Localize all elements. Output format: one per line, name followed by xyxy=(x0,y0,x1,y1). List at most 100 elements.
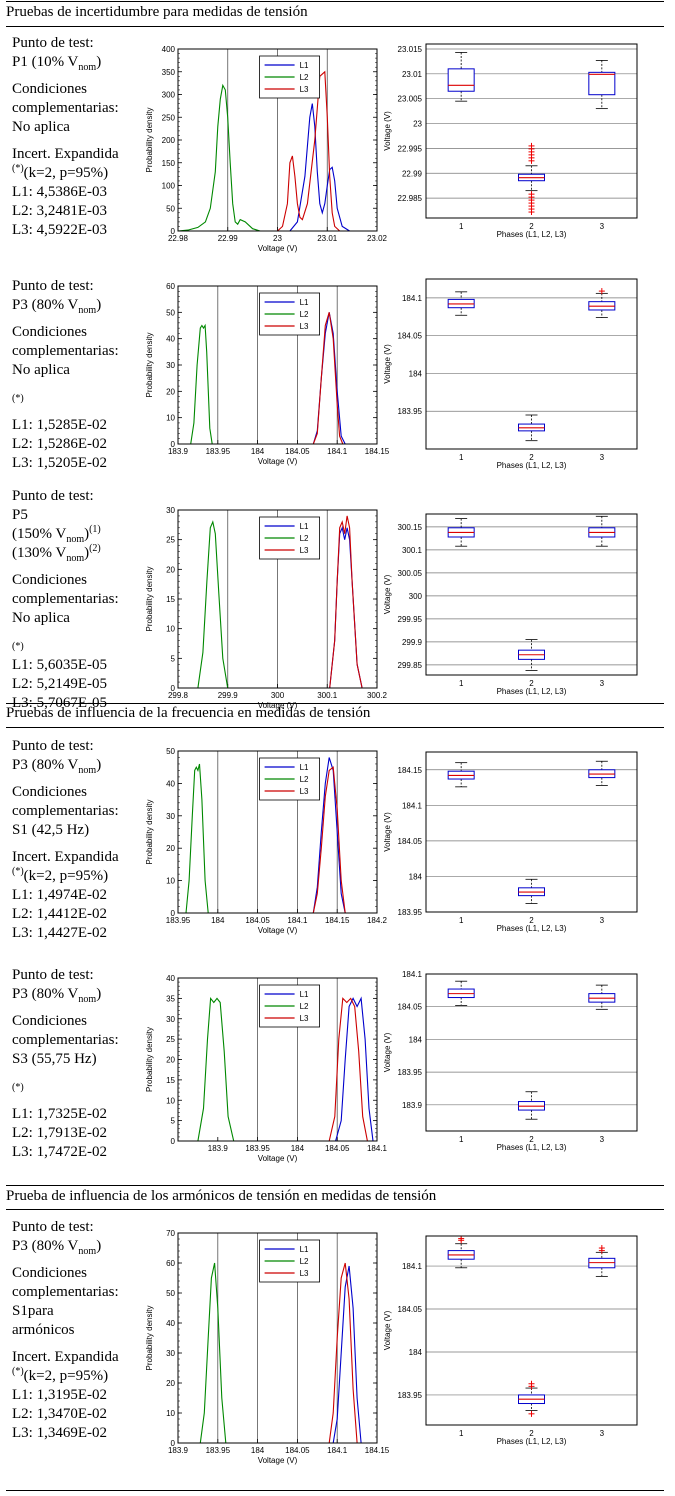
x-tick-label: 3 xyxy=(600,916,605,925)
series-line-L2 xyxy=(185,763,209,914)
x-axis-label: Voltage (V) xyxy=(258,1456,298,1465)
y-tick-label: 184.05 xyxy=(398,1305,423,1314)
series-line-L2 xyxy=(177,83,261,232)
x-tick-label: 1 xyxy=(459,222,464,231)
y-tick-label: 183.95 xyxy=(398,1068,423,1077)
plot-frame xyxy=(177,750,378,914)
legend-label: L2 xyxy=(300,775,309,784)
y-axis-label: Probability density xyxy=(145,333,154,398)
x-axis-label: Phases (L1, L2, L3) xyxy=(497,687,567,696)
info-line: Punto de test: xyxy=(12,278,94,294)
plot-frame xyxy=(177,48,378,232)
plot-frame xyxy=(177,1232,378,1444)
info-line: L1: 5,6035E-05 xyxy=(12,657,107,673)
info-line: P3 (80% Vnom) xyxy=(12,757,102,776)
legend-label: L3 xyxy=(300,787,309,796)
y-tick-label: 23.015 xyxy=(398,45,423,54)
divider xyxy=(6,1,664,2)
x-tick-label: 184.2 xyxy=(367,916,388,925)
y-tick-label: 183.95 xyxy=(398,1391,423,1400)
info-line: armónicos xyxy=(12,1322,75,1338)
y-tick-label: 184 xyxy=(409,872,423,881)
x-tick-label: 299.8 xyxy=(168,691,189,700)
test-info-block: Punto de test: P3 (80% Vnom) Condiciones co… xyxy=(12,277,119,473)
x-tick-label: 300.2 xyxy=(367,691,388,700)
x-tick-label: 1 xyxy=(459,916,464,925)
y-tick-label: 184 xyxy=(409,369,423,378)
legend-label: L3 xyxy=(300,1014,309,1023)
x-tick-label: 184.05 xyxy=(325,1144,350,1153)
y-tick-label: 183.9 xyxy=(402,1101,423,1110)
y-tick-label: 40 xyxy=(166,335,175,344)
y-tick-label: 300 xyxy=(162,91,176,100)
plot-frame xyxy=(177,977,378,1142)
x-tick-label: 183.9 xyxy=(168,1446,189,1455)
y-tick-label: 70 xyxy=(166,1229,175,1238)
info-line: L1: 4,5386E-03 xyxy=(12,184,107,200)
info-line: Punto de test: xyxy=(12,35,94,51)
y-tick-label: 30 xyxy=(166,1349,175,1358)
y-tick-label: 299.95 xyxy=(398,615,423,624)
info-line: P3 (80% Vnom) xyxy=(12,1238,102,1257)
y-tick-label: 300.05 xyxy=(398,569,423,578)
series-line-L1 xyxy=(289,103,350,232)
divider xyxy=(6,1185,664,1186)
x-tick-label: 2 xyxy=(529,916,534,925)
x-tick-label: 299.9 xyxy=(218,691,239,700)
test-info-block: Punto de test: P3 (80% Vnom) Condiciones co… xyxy=(12,966,119,1162)
series-line-L3 xyxy=(312,312,344,445)
y-tick-label: 10 xyxy=(166,625,175,634)
y-tick-label: 184.1 xyxy=(402,1262,423,1271)
legend-label: L1 xyxy=(300,763,309,772)
y-axis-label: Voltage (V) xyxy=(383,1032,392,1072)
info-line: Condiciones xyxy=(12,784,87,800)
y-tick-label: 50 xyxy=(166,308,175,317)
info-line: No aplica xyxy=(12,610,70,626)
x-tick-label: 183.95 xyxy=(166,916,191,925)
info-line: complementarias: xyxy=(12,803,119,819)
legend-label: L2 xyxy=(300,534,309,543)
y-tick-label: 50 xyxy=(166,1289,175,1298)
legend-label: L2 xyxy=(300,310,309,319)
x-tick-label: 1 xyxy=(459,453,464,462)
info-line: (*)(k=2, p=95%) xyxy=(12,866,109,885)
y-tick-label: 184 xyxy=(409,1348,423,1357)
y-tick-label: 23.01 xyxy=(402,70,423,79)
info-line: L3: 1,5205E-02 xyxy=(12,455,107,471)
info-line: L3: 4,5922E-03 xyxy=(12,222,107,238)
info-line: L1: 1,3195E-02 xyxy=(12,1387,107,1403)
info-line: S1 (42,5 Hz) xyxy=(12,822,90,838)
divider xyxy=(6,1490,664,1491)
info-line: Condiciones xyxy=(12,81,87,97)
legend-label: L1 xyxy=(300,298,309,307)
y-tick-label: 183.95 xyxy=(398,908,423,917)
y-tick-label: 150 xyxy=(162,159,176,168)
y-tick-label: 100 xyxy=(162,182,176,191)
y-tick-label: 184.1 xyxy=(402,801,423,810)
x-tick-label: 184 xyxy=(211,916,225,925)
x-tick-label: 184.1 xyxy=(327,1446,348,1455)
section-title-2: Pruebas de influencia de la frecuencia e… xyxy=(6,705,371,721)
x-tick-label: 2 xyxy=(529,679,534,688)
y-axis-label: Probability density xyxy=(145,1306,154,1371)
y-tick-label: 10 xyxy=(166,1096,175,1105)
y-axis-label: Probability density xyxy=(145,1027,154,1092)
legend-label: L2 xyxy=(300,1002,309,1011)
y-tick-label: 183.95 xyxy=(398,407,423,416)
info-line: (150% Vnom)(1) xyxy=(12,524,101,545)
x-axis-label: Phases (L1, L2, L3) xyxy=(497,924,567,933)
y-tick-label: 400 xyxy=(162,45,176,54)
legend-label: L1 xyxy=(300,990,309,999)
plot-frame xyxy=(425,973,638,1132)
series-line-L3 xyxy=(329,515,363,689)
info-line: L1: 1,7325E-02 xyxy=(12,1106,107,1122)
x-axis-label: Phases (L1, L2, L3) xyxy=(497,461,567,470)
info-line: L2: 1,7913E-02 xyxy=(12,1125,107,1141)
y-tick-label: 60 xyxy=(166,282,175,291)
x-tick-label: 184.15 xyxy=(325,916,350,925)
info-line: Condiciones xyxy=(12,1265,87,1281)
info-line: No aplica xyxy=(12,362,70,378)
x-tick-label: 184 xyxy=(251,1446,265,1455)
y-tick-label: 10 xyxy=(166,877,175,886)
x-tick-label: 184 xyxy=(251,447,265,456)
